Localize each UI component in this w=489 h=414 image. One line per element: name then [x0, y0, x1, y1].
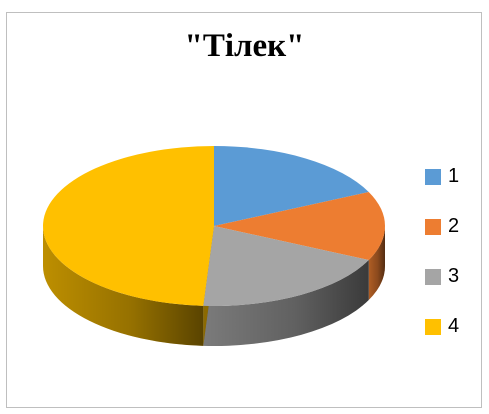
- legend: 1 2 3 4: [425, 165, 460, 366]
- legend-item: 4: [425, 315, 460, 337]
- legend-swatch: [425, 168, 441, 185]
- pie-slice-3: [203, 226, 369, 306]
- legend-label: 4: [448, 315, 460, 337]
- pie-slice-side-shade: [203, 260, 369, 346]
- legend-item: 3: [425, 265, 460, 287]
- pie-slice-1: [214, 146, 369, 226]
- legend-label: 2: [448, 215, 460, 237]
- legend-item: 2: [425, 215, 460, 237]
- legend-label: 1: [448, 165, 460, 187]
- pie-slice-side-shade: [368, 226, 385, 301]
- pie-slice-side-shade: [43, 226, 204, 346]
- pie-slice-2: [214, 191, 385, 261]
- legend-swatch: [425, 218, 441, 235]
- legend-label: 3: [448, 265, 460, 287]
- legend-swatch: [425, 268, 441, 285]
- legend-swatch: [425, 318, 441, 335]
- chart-title: "Тілек": [184, 28, 305, 64]
- legend-item: 1: [425, 165, 460, 187]
- pie-slice-4: [43, 146, 215, 306]
